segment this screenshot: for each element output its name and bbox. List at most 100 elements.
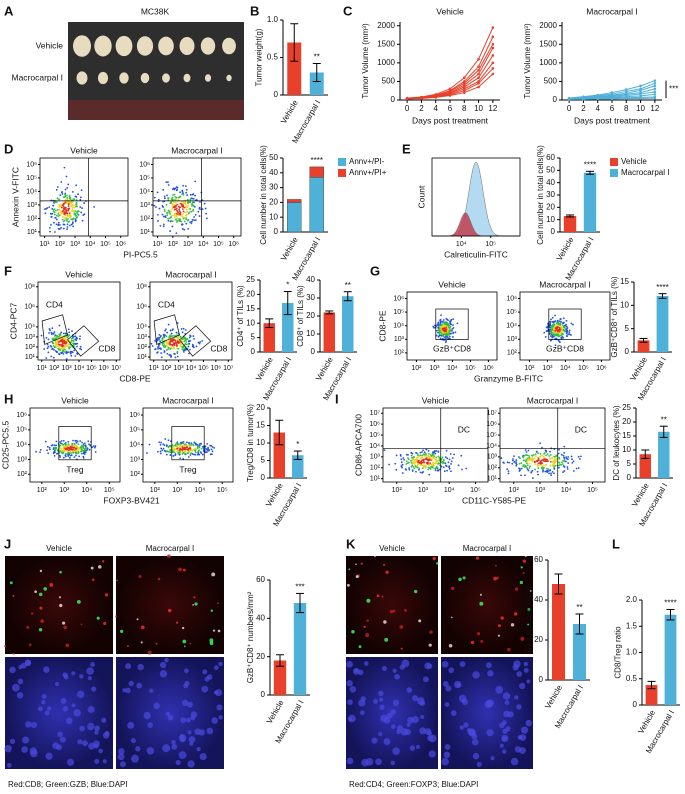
event-dot	[427, 466, 430, 469]
y-tick-label: 10⁶	[369, 421, 380, 428]
event-dot	[68, 212, 71, 215]
nucleus	[117, 753, 125, 761]
micrograph	[441, 556, 533, 654]
event-dot	[437, 329, 440, 332]
significance: **	[576, 603, 582, 612]
event-dot	[182, 457, 185, 460]
event-dot	[54, 447, 57, 450]
event-dot	[552, 462, 555, 464]
nucleus	[179, 734, 185, 739]
tumor-photo	[73, 35, 236, 85]
nucleus	[514, 695, 519, 700]
event-dot	[189, 207, 192, 210]
x-tick-label: 10⁴	[85, 241, 96, 248]
event-dot	[537, 464, 539, 467]
event-dot	[60, 181, 63, 183]
event-dot	[185, 191, 188, 194]
signal-dot	[217, 602, 220, 605]
event-dot	[39, 448, 42, 451]
micrograph	[5, 657, 113, 769]
event-dot	[423, 454, 426, 457]
nucleus	[54, 681, 60, 687]
x-tick-label: 10²	[411, 365, 422, 372]
event-dot	[565, 319, 568, 322]
nucleus	[215, 689, 223, 697]
tumor	[115, 35, 133, 57]
nucleus	[472, 671, 480, 679]
nucleus	[383, 717, 391, 724]
event-dot	[167, 181, 169, 184]
event-dot	[411, 464, 414, 467]
event-dot	[550, 335, 552, 338]
event-dot	[571, 461, 574, 464]
event-dot	[157, 345, 160, 347]
nucleus	[346, 757, 354, 765]
nucleus	[490, 756, 495, 761]
bar	[645, 685, 658, 705]
signal-dot	[147, 650, 152, 655]
event-dot	[56, 350, 59, 353]
event-dot	[148, 443, 151, 446]
event-dot	[52, 337, 54, 340]
event-dot	[565, 460, 567, 463]
event-dot	[193, 337, 195, 340]
event-dot	[79, 206, 82, 209]
event-dot	[520, 474, 523, 477]
nucleus	[378, 690, 384, 697]
event-dot	[551, 333, 554, 336]
y-tick-label: 2.0	[626, 595, 638, 604]
micrograph-signal	[3, 554, 533, 768]
y-tick-label: 40	[269, 168, 278, 177]
event-dot	[57, 213, 60, 215]
event-dot	[198, 207, 201, 210]
event-dot	[173, 339, 176, 342]
signal-dot	[392, 609, 396, 613]
event-dot	[76, 352, 78, 355]
event-dot	[53, 444, 56, 447]
event-dot	[61, 452, 64, 455]
image-title: Vehicle	[46, 544, 72, 553]
event-dot	[69, 196, 72, 199]
event-dot	[165, 181, 168, 184]
event-dot	[179, 335, 182, 338]
event-dot	[193, 441, 196, 444]
event-dot	[159, 450, 162, 453]
y-tick-label: 10	[246, 318, 255, 327]
nucleus	[487, 670, 494, 677]
event-dot	[448, 324, 451, 327]
event-dot	[169, 348, 172, 350]
event-dot	[562, 471, 564, 473]
event-dot	[185, 205, 188, 208]
event-dot	[61, 450, 63, 452]
nucleus	[444, 702, 450, 707]
event-dot	[450, 329, 453, 332]
event-dot	[422, 460, 425, 462]
event-dot	[424, 458, 427, 460]
event-dot	[198, 444, 201, 447]
chart-title: Vehicle	[436, 6, 464, 16]
event-dot	[154, 348, 156, 351]
event-dot	[157, 198, 160, 201]
bar-segment	[309, 177, 324, 233]
event-dot	[570, 455, 573, 458]
event-dot	[427, 450, 430, 452]
x-tick-label: 10¹	[149, 365, 160, 372]
gate-label: DC	[458, 424, 470, 434]
nucleus	[399, 664, 406, 670]
event-dot	[160, 348, 162, 350]
event-dot	[557, 323, 560, 325]
event-dot	[524, 464, 527, 467]
event-dot	[75, 199, 78, 201]
nucleus	[510, 757, 519, 766]
event-dot	[60, 226, 63, 229]
nucleus	[149, 688, 154, 693]
y-tick-label: 0	[633, 700, 638, 709]
event-dot	[182, 346, 185, 349]
event-dot	[63, 216, 66, 219]
event-dot	[49, 230, 51, 233]
event-dot	[448, 467, 451, 470]
y-tick-label: 10¹	[487, 476, 498, 483]
point	[653, 90, 657, 94]
gate-polygon	[41, 314, 68, 345]
bar	[551, 584, 566, 680]
